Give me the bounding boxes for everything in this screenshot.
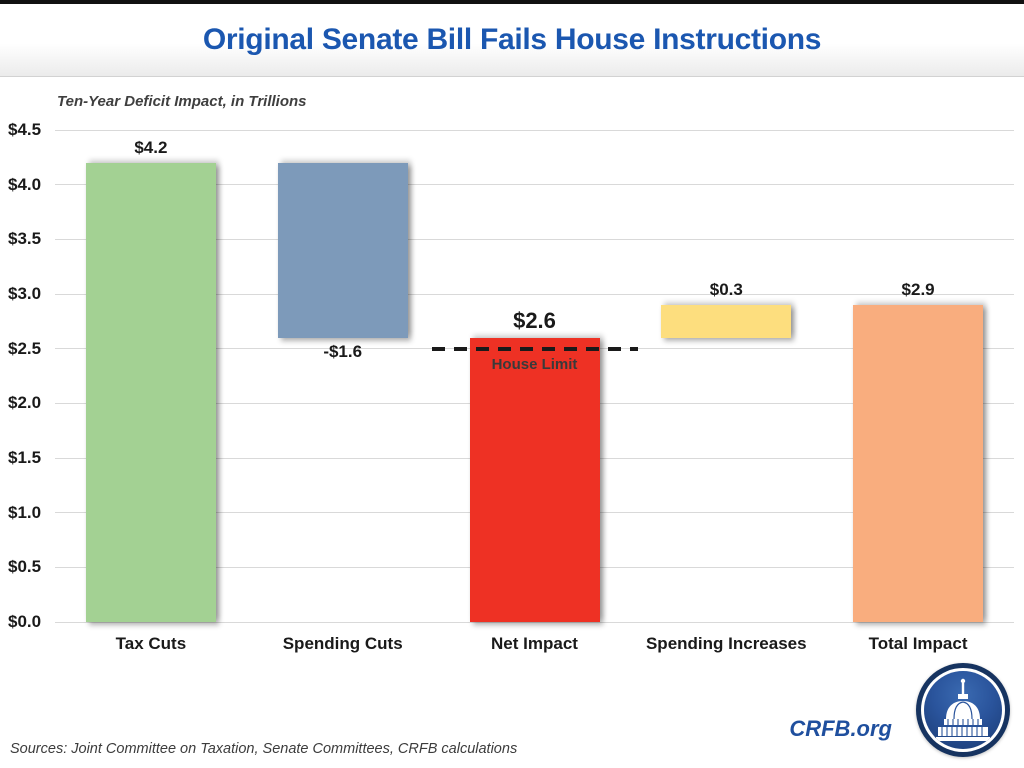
- x-axis-label-spending-cuts: Spending Cuts: [282, 634, 403, 653]
- bar-tax-cuts[interactable]: [85, 162, 216, 622]
- bar-spending-cuts[interactable]: [277, 162, 408, 338]
- y-axis-tick-2.5: $2.5: [8, 338, 42, 358]
- gridline-4.5: [55, 129, 1014, 131]
- crfb-capitol-logo: [916, 663, 1010, 757]
- y-axis-tick-0.0: $0.0: [8, 612, 42, 631]
- gridline-3.5: [55, 238, 1014, 240]
- y-axis-tick-1.0: $1.0: [8, 502, 42, 522]
- header: Original Senate Bill Fails House Instruc…: [0, 4, 1024, 77]
- x-axis-label-spending-increases: Spending Increases: [645, 634, 807, 653]
- house-limit-label: House Limit: [491, 355, 578, 373]
- y-axis-tick-3.5: $3.5: [8, 229, 42, 249]
- sources-note: Sources: Joint Committee on Taxation, Se…: [10, 741, 518, 757]
- y-axis-tick-2.0: $2.0: [8, 393, 42, 413]
- y-axis-tick-4.0: $4.0: [8, 174, 42, 194]
- bar-value-net-impact: $2.6: [513, 307, 556, 333]
- chart-subtitle: Ten-Year Deficit Impact, in Trillions: [57, 93, 307, 110]
- bar-total-impact[interactable]: [853, 304, 984, 622]
- logo-white-ring: [921, 668, 1005, 752]
- y-axis-tick-1.5: $1.5: [8, 448, 42, 467]
- bar-net-impact[interactable]: [469, 337, 600, 622]
- top-border: [0, 0, 1024, 4]
- bar-value-tax-cuts: $4.2: [134, 137, 168, 157]
- bar-value-spending-increases: $0.3: [709, 279, 743, 299]
- bar-value-total-impact: $2.9: [901, 279, 935, 299]
- gridline-3.0: [55, 293, 1014, 295]
- y-axis-tick-0.5: $0.5: [8, 557, 42, 577]
- bar-spending-increases[interactable]: [661, 304, 792, 338]
- house-limit-dashed-line: [431, 346, 638, 351]
- y-axis-tick-3.0: $3.0: [8, 284, 42, 303]
- crfb-org-link[interactable]: CRFB.org: [789, 716, 892, 741]
- bar-value-spending-cuts: -$1.6: [323, 341, 363, 361]
- y-axis-tick-4.5: $4.5: [8, 120, 42, 139]
- x-axis-label-total-impact: Total Impact: [868, 634, 968, 653]
- x-axis-label-net-impact: Net Impact: [491, 634, 578, 653]
- x-axis-label-tax-cuts: Tax Cuts: [115, 634, 187, 653]
- capitol-dome-icon: [936, 678, 990, 741]
- gridline-0.0: [55, 621, 1014, 623]
- logo-blue-disc: [924, 671, 1002, 749]
- page-title: Original Senate Bill Fails House Instruc…: [202, 23, 822, 56]
- gridline-4.0: [55, 184, 1014, 186]
